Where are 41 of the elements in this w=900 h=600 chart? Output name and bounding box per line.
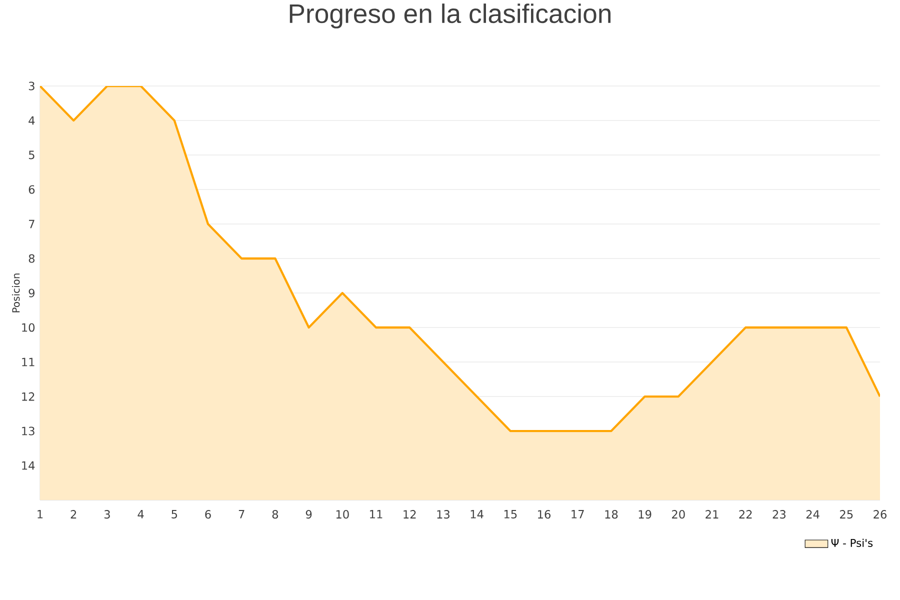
x-tick-label: 6 bbox=[205, 510, 211, 519]
y-tick-label: 9 bbox=[28, 288, 34, 298]
y-tick-label: 3 bbox=[28, 82, 34, 90]
x-tick-label: 12 bbox=[404, 510, 416, 518]
legend-label: Ψ - Psi's bbox=[831, 538, 873, 547]
y-tick-label: 4 bbox=[28, 116, 35, 125]
x-tick-label: 17 bbox=[572, 510, 584, 518]
x-tick-label: 3 bbox=[104, 510, 110, 519]
x-tick-label: 7 bbox=[238, 510, 244, 518]
x-tick-label: 5 bbox=[172, 510, 178, 518]
x-tick-label: 21 bbox=[706, 510, 718, 518]
x-tick-label: 14 bbox=[470, 510, 484, 518]
x-tick-label: 13 bbox=[437, 510, 450, 519]
x-tick-label: 24 bbox=[806, 510, 820, 518]
x-tick-label: 23 bbox=[772, 510, 786, 519]
x-tick-label: 10 bbox=[336, 510, 349, 519]
y-tick-label: 13 bbox=[22, 426, 34, 436]
y-tick-label: 12 bbox=[22, 392, 34, 401]
x-tick-label: 4 bbox=[138, 510, 144, 518]
x-tick-label: 20 bbox=[672, 510, 685, 519]
y-tick-label: 10 bbox=[22, 323, 35, 332]
y-tick-label: 8 bbox=[28, 254, 35, 263]
y-tick-label: 11 bbox=[22, 358, 34, 366]
y-tick-label: 7 bbox=[29, 220, 34, 228]
x-tick-label: 19 bbox=[638, 510, 652, 519]
y-tick-label: 6 bbox=[28, 185, 35, 194]
x-tick-label: 2 bbox=[70, 510, 76, 518]
x-tick-label: 26 bbox=[874, 510, 887, 519]
x-tick-label: 22 bbox=[739, 510, 752, 518]
x-tick-label: 8 bbox=[272, 510, 278, 519]
x-tick-label: 18 bbox=[605, 510, 618, 519]
x-tick-label: 9 bbox=[306, 510, 312, 519]
x-tick-label: 11 bbox=[370, 510, 382, 518]
x-tick-label: 25 bbox=[840, 510, 853, 519]
y-tick-label: 14 bbox=[22, 461, 35, 470]
x-tick-label: 1 bbox=[38, 510, 43, 518]
y-tick-label: 5 bbox=[28, 150, 34, 160]
x-tick-label: 16 bbox=[538, 510, 551, 519]
chart-title: Progreso en la clasificacion bbox=[290, 4, 610, 28]
y-axis-title: Posicion bbox=[12, 274, 20, 312]
x-tick-label: 15 bbox=[504, 510, 517, 518]
